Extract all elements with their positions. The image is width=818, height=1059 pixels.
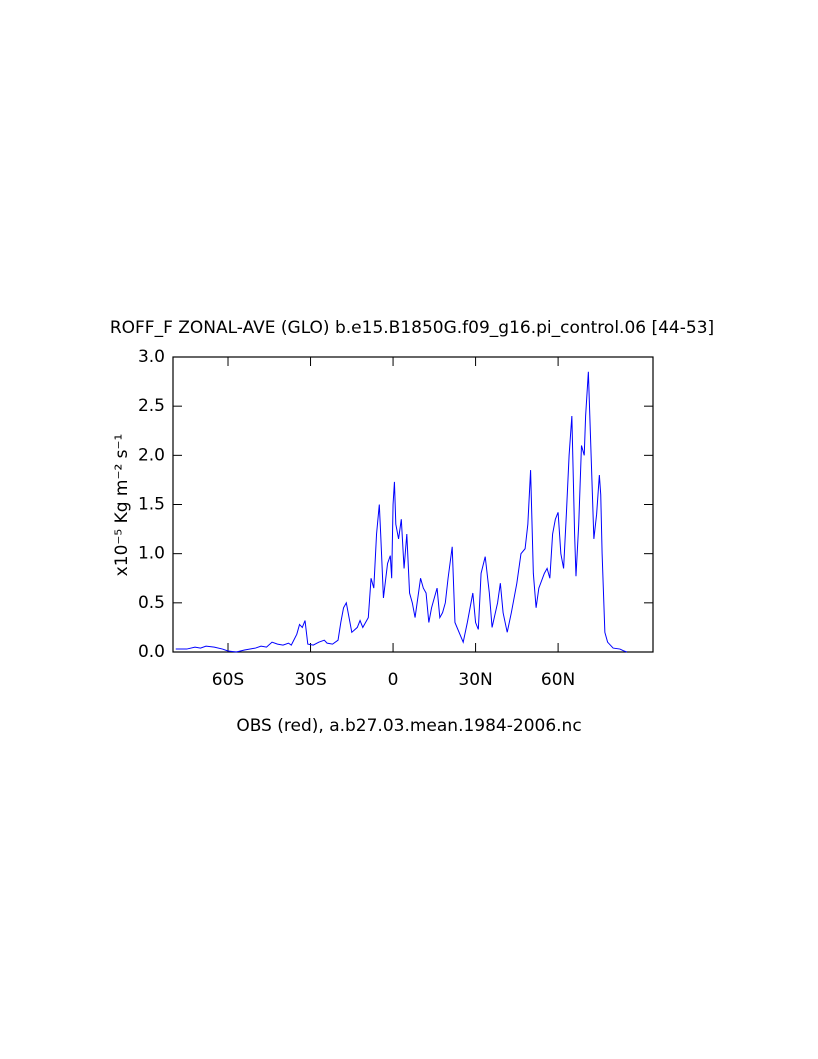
y-axis-label: x10⁻⁵ Kg m⁻² s⁻¹ [112, 434, 132, 577]
y-tick-label: 3.0 [138, 347, 165, 367]
x-tick-label: 0 [388, 670, 399, 690]
y-tick-label: 0.5 [138, 593, 165, 613]
x-tick-label: 30N [458, 670, 492, 690]
y-tick-label: 1.0 [138, 544, 165, 564]
y-tick-label: 2.5 [138, 396, 165, 416]
x-tick-label: 60N [541, 670, 575, 690]
data-line [175, 371, 628, 653]
x-tick-label: 60S [212, 670, 244, 690]
plot-frame [172, 356, 654, 653]
x-axis-label: OBS (red), a.b27.03.mean.1984-2006.nc [236, 716, 581, 736]
y-tick-label: 2.0 [138, 445, 165, 465]
x-tick-label: 30S [294, 670, 326, 690]
chart-title: ROFF_F ZONAL-AVE (GLO) b.e15.B1850G.f09_… [110, 318, 714, 338]
y-tick-label: 0.0 [138, 642, 165, 662]
y-tick-label: 1.5 [138, 495, 165, 515]
